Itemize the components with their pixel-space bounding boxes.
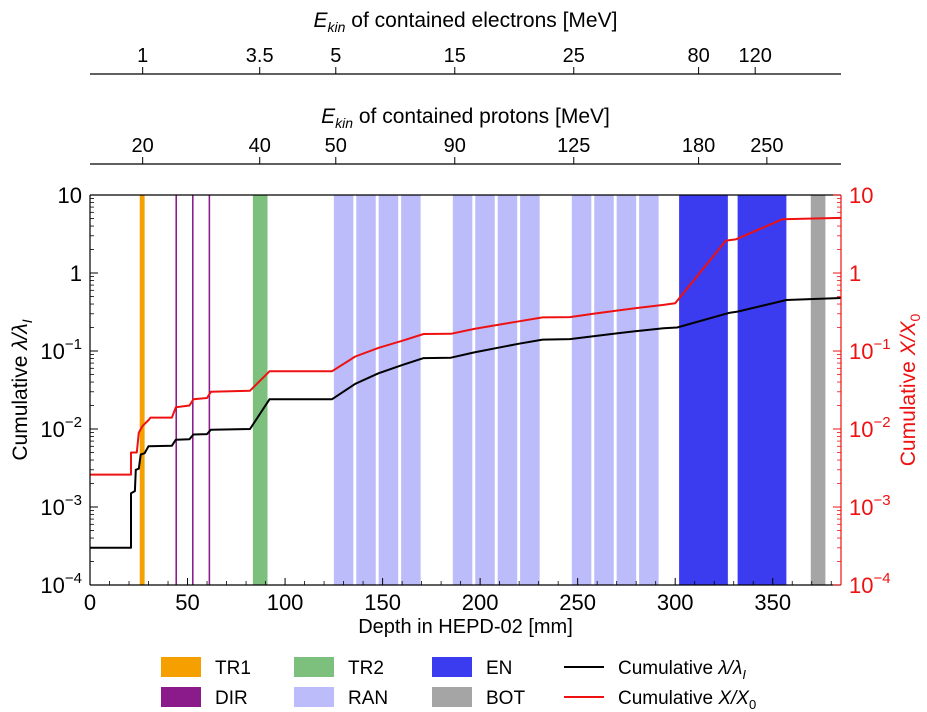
region-ran-15: [616, 195, 637, 585]
y-right-tick-label: 10−2: [849, 414, 891, 442]
region-ran-9: [452, 195, 473, 585]
legend-label-dir: DIR: [215, 688, 248, 709]
legend-swatch-tr1: [161, 657, 201, 677]
x-tick-label: 100: [267, 590, 304, 615]
legend-swatch-en: [432, 657, 472, 677]
top-axis-protons: 20 40 50 90 125 180 250 Ekin of contained proto…: [90, 105, 841, 165]
x-axis-label: Depth in HEPD-02 [mm]: [358, 616, 573, 638]
legend-swatch-dir: [161, 687, 201, 707]
proton-tick-label: 50: [325, 135, 347, 157]
x-tick-label: 250: [559, 590, 596, 615]
legend-label-x0: Cumulative X/X0: [618, 688, 756, 712]
legend-swatch-bot: [432, 687, 472, 707]
proton-tick-label: 40: [249, 135, 271, 157]
series-lines: [90, 216, 841, 549]
series-line-x0: [90, 216, 841, 476]
region-tr2-4: [252, 195, 268, 585]
electron-tick-label: 80: [687, 45, 709, 67]
x-tick-label: 150: [364, 590, 401, 615]
electron-tick-label: 3.5: [246, 45, 274, 67]
proton-tick-label: 125: [557, 135, 590, 157]
y-left-axis-label: Cumulative λ/λI: [9, 319, 35, 460]
electron-tick-label: 15: [444, 45, 466, 67]
legend-swatch-ran: [294, 687, 334, 707]
electron-tick-label: 5: [330, 45, 341, 67]
proton-axis-title: Ekin of contained protons [MeV]: [321, 105, 610, 131]
region-en-17: [679, 195, 728, 585]
electron-tick-label: 25: [563, 45, 585, 67]
legend-label-ran: RAN: [348, 688, 388, 709]
x-tick-label: 50: [175, 590, 199, 615]
region-en-18: [737, 195, 787, 585]
electron-tick-label: 1: [137, 45, 148, 67]
y-left-tick-label: 10: [58, 183, 82, 208]
plot-frame: [89, 194, 842, 586]
region-tr1-0: [139, 195, 145, 585]
legend-label-en: EN: [486, 658, 512, 679]
shaded-regions: [139, 195, 826, 585]
region-dir-1: [175, 195, 177, 585]
region-ran-16: [639, 195, 659, 585]
region-ran-11: [497, 195, 518, 585]
y-right-tick-label: 10: [849, 183, 873, 208]
y-left-tick-label: 10−3: [40, 492, 82, 520]
proton-tick-label: 250: [750, 135, 783, 157]
region-ran-7: [378, 195, 399, 585]
region-ran-13: [571, 195, 592, 585]
region-ran-14: [594, 195, 614, 585]
y-axis-right: 10−4 10−3 10−2 10−1 1 10 Cumulative X/X0: [833, 183, 923, 598]
x-axis: 0 50 100 150 200 250 300 350 Depth in HEPD-02 [m…: [84, 578, 832, 638]
proton-tick-label: 90: [444, 135, 466, 157]
proton-tick-label: 20: [132, 135, 154, 157]
y-right-tick-label: 1: [849, 261, 861, 286]
y-left-tick-label: 10−4: [40, 570, 82, 598]
y-left-tick-label: 1: [70, 261, 82, 286]
region-ran-12: [520, 195, 540, 585]
region-ran-10: [475, 195, 495, 585]
region-bot-19: [810, 195, 826, 585]
region-ran-5: [333, 195, 354, 585]
y-left-tick-label: 10−1: [40, 336, 82, 364]
x-tick-label: 200: [462, 590, 499, 615]
y-right-tick-label: 10−4: [849, 570, 891, 598]
legend-label-tr2: TR2: [348, 658, 384, 679]
region-ran-8: [401, 195, 421, 585]
series-line-lambda: [90, 296, 841, 549]
legend-swatch-tr2: [294, 657, 334, 677]
top-axis-electrons: 1 3.5 5 15 25 80 120 Ekin of contained electron…: [90, 9, 841, 75]
proton-tick-label: 180: [682, 135, 715, 157]
y-axis-left: 10−4 10−3 10−2 10−1 1 10 Cumulative λ/λI: [9, 183, 98, 598]
legend: TR1 TR2 EN Cumulative λ/λI DIR RAN BOT Cumulati…: [161, 657, 756, 712]
legend-label-bot: BOT: [486, 688, 525, 709]
electron-axis-title: Ekin of contained electrons [MeV]: [314, 9, 618, 35]
legend-label-tr1: TR1: [215, 658, 251, 679]
x-tick-label: 350: [754, 590, 791, 615]
x-tick-label: 0: [84, 590, 96, 615]
y-right-tick-label: 10−3: [849, 492, 891, 520]
region-dir-3: [208, 195, 211, 585]
y-right-axis-label: Cumulative X/X0: [897, 314, 923, 467]
region-dir-2: [192, 195, 194, 585]
x-tick-label: 300: [657, 590, 694, 615]
electron-tick-label: 120: [738, 45, 771, 67]
region-ran-6: [356, 195, 376, 585]
y-right-tick-label: 10−1: [849, 336, 891, 364]
y-left-tick-label: 10−2: [40, 414, 82, 442]
legend-label-lambda: Cumulative λ/λI: [618, 658, 746, 682]
